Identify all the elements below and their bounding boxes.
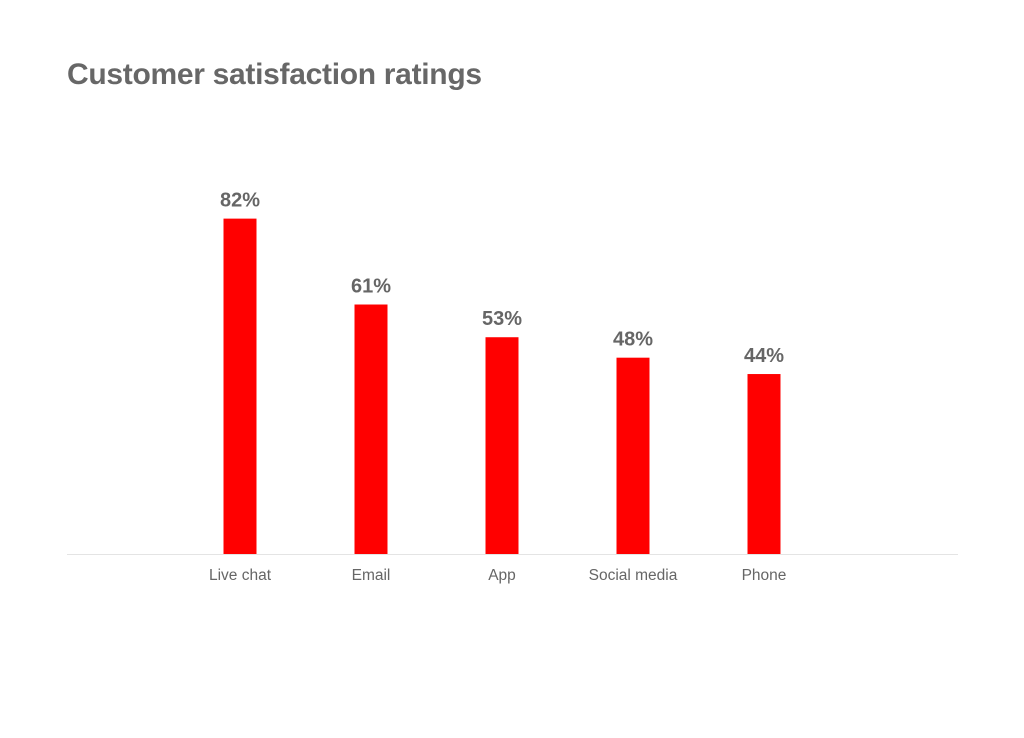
value-label-social-media: 48% xyxy=(613,329,653,351)
bar-app xyxy=(485,337,519,554)
category-label-phone: Phone xyxy=(742,567,787,584)
bar-live-chat xyxy=(223,218,257,554)
value-label-live-chat: 82% xyxy=(220,190,260,212)
bars-layer xyxy=(223,218,781,554)
bar-social-media xyxy=(616,357,650,554)
bar-email xyxy=(354,304,388,554)
value-labels-layer: 82% 61% 53% 48% 44% xyxy=(220,190,784,367)
value-label-phone: 44% xyxy=(744,345,784,367)
category-label-live-chat: Live chat xyxy=(209,567,272,584)
value-label-email: 61% xyxy=(351,276,391,298)
category-label-app: App xyxy=(488,567,516,584)
value-label-app: 53% xyxy=(482,308,522,330)
bar-phone xyxy=(747,374,781,554)
category-label-email: Email xyxy=(352,567,391,584)
category-label-social-media: Social media xyxy=(589,567,678,584)
category-labels-layer: Live chat Email App Social media Phone xyxy=(209,567,786,584)
chart-title: Customer satisfaction ratings xyxy=(67,58,482,91)
